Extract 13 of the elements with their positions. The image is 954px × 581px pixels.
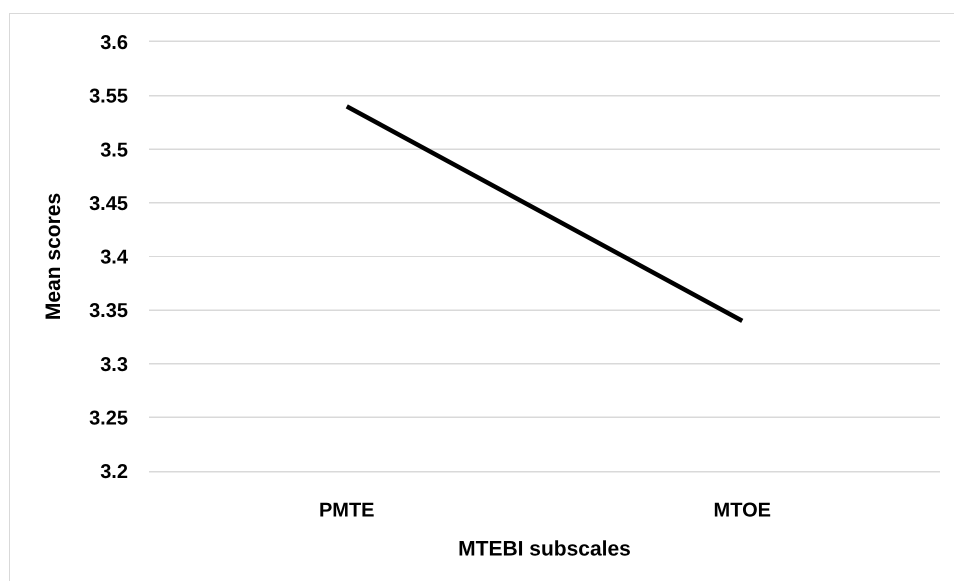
x-axis-title: MTEBI subscales <box>458 537 631 560</box>
y-axis-title: Mean scores <box>42 192 66 320</box>
x-tick-label: PMTE <box>318 499 375 522</box>
y-tick-label: 3.4 <box>100 246 129 268</box>
y-tick-label: 3.6 <box>100 32 128 54</box>
x-tick-label: MTOE <box>714 499 771 522</box>
y-tick-label: 3.25 <box>89 407 128 430</box>
y-tick-label: 3.55 <box>89 86 128 108</box>
y-tick-label: 3.3 <box>100 354 128 376</box>
y-tick-label: 3.5 <box>100 139 128 162</box>
y-tick-label: 3.35 <box>89 300 128 322</box>
y-tick-label: 3.45 <box>89 192 128 215</box>
y-tick-label: 3.2 <box>100 461 128 483</box>
